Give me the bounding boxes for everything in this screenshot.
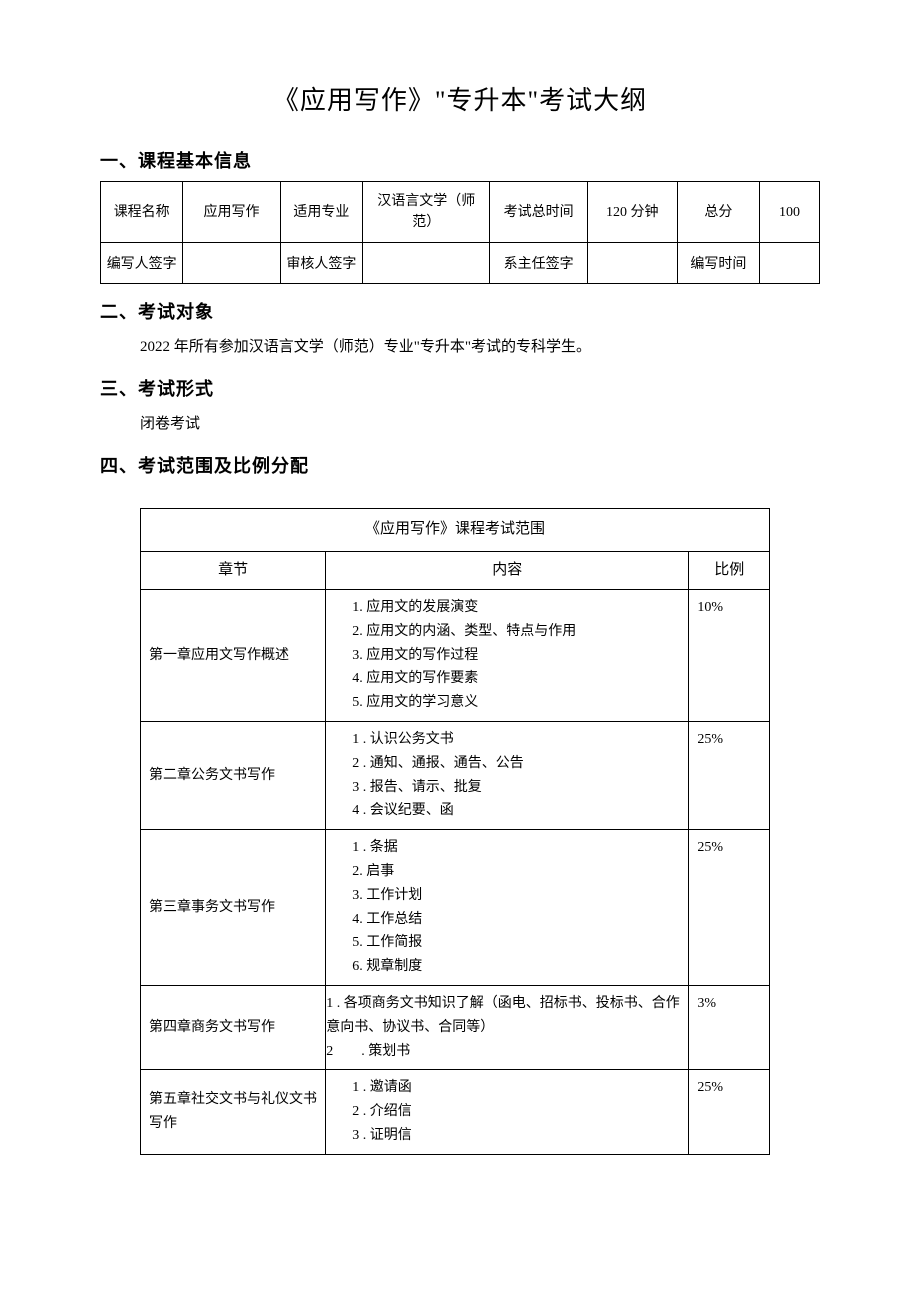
scope-header-chapter: 章节 <box>141 551 326 590</box>
list-item: 2. 启事 <box>352 860 680 884</box>
list-item: 5. 工作简报 <box>352 931 680 955</box>
info-label-reviewer-sign: 审核人签字 <box>280 243 362 284</box>
scope-chapter-3: 第三章事务文书写作 <box>141 830 326 986</box>
info-value-write-time <box>760 243 820 284</box>
scope-table: 《应用写作》课程考试范围 章节 内容 比例 第一章应用文写作概述 1. 应用文的… <box>140 508 770 1155</box>
scope-ratio-1: 10% <box>689 590 770 722</box>
info-value-course-name: 应用写作 <box>183 182 280 243</box>
scope-chapter-4: 第四章商务文书写作 <box>141 985 326 1069</box>
table-row: 第二章公务文书写作 1 . 认识公务文书 2 . 通知、通报、通告、公告 3 .… <box>141 721 770 829</box>
info-label-course-name: 课程名称 <box>101 182 183 243</box>
section1-heading: 一、课程基本信息 <box>100 147 820 173</box>
table-row: 第四章商务文书写作 1 . 各项商务文书知识了解（函电、招标书、投标书、合作意向… <box>141 985 770 1069</box>
scope-caption: 《应用写作》课程考试范围 <box>141 509 770 552</box>
info-label-write-time: 编写时间 <box>677 243 759 284</box>
info-label-total-score: 总分 <box>677 182 759 243</box>
scope-chapter-2: 第二章公务文书写作 <box>141 721 326 829</box>
list-item: 1 . 邀请函 <box>352 1076 680 1100</box>
list-item: 3 . 报告、请示、批复 <box>352 776 680 800</box>
section2-para: 2022 年所有参加汉语言文学（师范）专业"专升本"考试的专科学生。 <box>140 334 820 361</box>
info-row-1: 课程名称 应用写作 适用专业 汉语言文学（师范） 考试总时间 120 分钟 总分… <box>101 182 820 243</box>
list-item: 1. 应用文的发展演变 <box>352 596 680 620</box>
scope-content-4: 1 . 各项商务文书知识了解（函电、招标书、投标书、合作意向书、协议书、合同等）… <box>326 985 689 1069</box>
list-item: 2 . 介绍信 <box>352 1100 680 1124</box>
info-label-writer-sign: 编写人签字 <box>101 243 183 284</box>
info-label-dept-sign: 系主任签字 <box>490 243 587 284</box>
scope-content-3: 1 . 条据 2. 启事 3. 工作计划 4. 工作总结 5. 工作简报 6. … <box>326 830 689 986</box>
scope-chapter-5: 第五章社交文书与礼仪文书写作 <box>141 1070 326 1154</box>
scope-header-row: 章节 内容 比例 <box>141 551 770 590</box>
scope-content-1: 1. 应用文的发展演变 2. 应用文的内涵、类型、特点与作用 3. 应用文的写作… <box>326 590 689 722</box>
info-row-2: 编写人签字 审核人签字 系主任签字 编写时间 <box>101 243 820 284</box>
list-item: 3. 应用文的写作过程 <box>352 644 680 668</box>
scope-ratio-4: 3% <box>689 985 770 1069</box>
list-item: 4. 工作总结 <box>352 908 680 932</box>
list-item: 4 . 会议纪要、函 <box>352 799 680 823</box>
info-label-major: 适用专业 <box>280 182 362 243</box>
info-value-total-score: 100 <box>760 182 820 243</box>
info-value-major: 汉语言文学（师范） <box>363 182 490 243</box>
list-item: 4. 应用文的写作要素 <box>352 667 680 691</box>
info-value-reviewer-sign <box>363 243 490 284</box>
scope-chapter-1: 第一章应用文写作概述 <box>141 590 326 722</box>
info-label-total-time: 考试总时间 <box>490 182 587 243</box>
section3-para: 闭卷考试 <box>140 411 820 438</box>
scope-ratio-2: 25% <box>689 721 770 829</box>
course-info-table: 课程名称 应用写作 适用专业 汉语言文学（师范） 考试总时间 120 分钟 总分… <box>100 181 820 284</box>
section3-heading: 三、考试形式 <box>100 375 820 401</box>
scope-content-2: 1 . 认识公务文书 2 . 通知、通报、通告、公告 3 . 报告、请示、批复 … <box>326 721 689 829</box>
list-item: 5. 应用文的学习意义 <box>352 691 680 715</box>
section2-heading: 二、考试对象 <box>100 298 820 324</box>
scope-ratio-3: 25% <box>689 830 770 986</box>
list-item: 1 . 条据 <box>352 836 680 860</box>
section4-heading: 四、考试范围及比例分配 <box>100 452 820 478</box>
list-item: 1 . 认识公务文书 <box>352 728 680 752</box>
table-row: 第一章应用文写作概述 1. 应用文的发展演变 2. 应用文的内涵、类型、特点与作… <box>141 590 770 722</box>
table-row: 第五章社交文书与礼仪文书写作 1 . 邀请函 2 . 介绍信 3 . 证明信 2… <box>141 1070 770 1154</box>
list-item: 6. 规章制度 <box>352 955 680 979</box>
table-row: 第三章事务文书写作 1 . 条据 2. 启事 3. 工作计划 4. 工作总结 5… <box>141 830 770 986</box>
list-item: 3 . 证明信 <box>352 1124 680 1148</box>
info-value-total-time: 120 分钟 <box>587 182 677 243</box>
scope-ratio-5: 25% <box>689 1070 770 1154</box>
scope-header-ratio: 比例 <box>689 551 770 590</box>
scope-header-content: 内容 <box>326 551 689 590</box>
scope-content-5: 1 . 邀请函 2 . 介绍信 3 . 证明信 <box>326 1070 689 1154</box>
scope-caption-row: 《应用写作》课程考试范围 <box>141 509 770 552</box>
list-item: 2. 应用文的内涵、类型、特点与作用 <box>352 620 680 644</box>
list-item: 3. 工作计划 <box>352 884 680 908</box>
info-value-writer-sign <box>183 243 280 284</box>
info-value-dept-sign <box>587 243 677 284</box>
page-title: 《应用写作》"专升本"考试大纲 <box>100 80 820 117</box>
list-item: 2 . 通知、通报、通告、公告 <box>352 752 680 776</box>
